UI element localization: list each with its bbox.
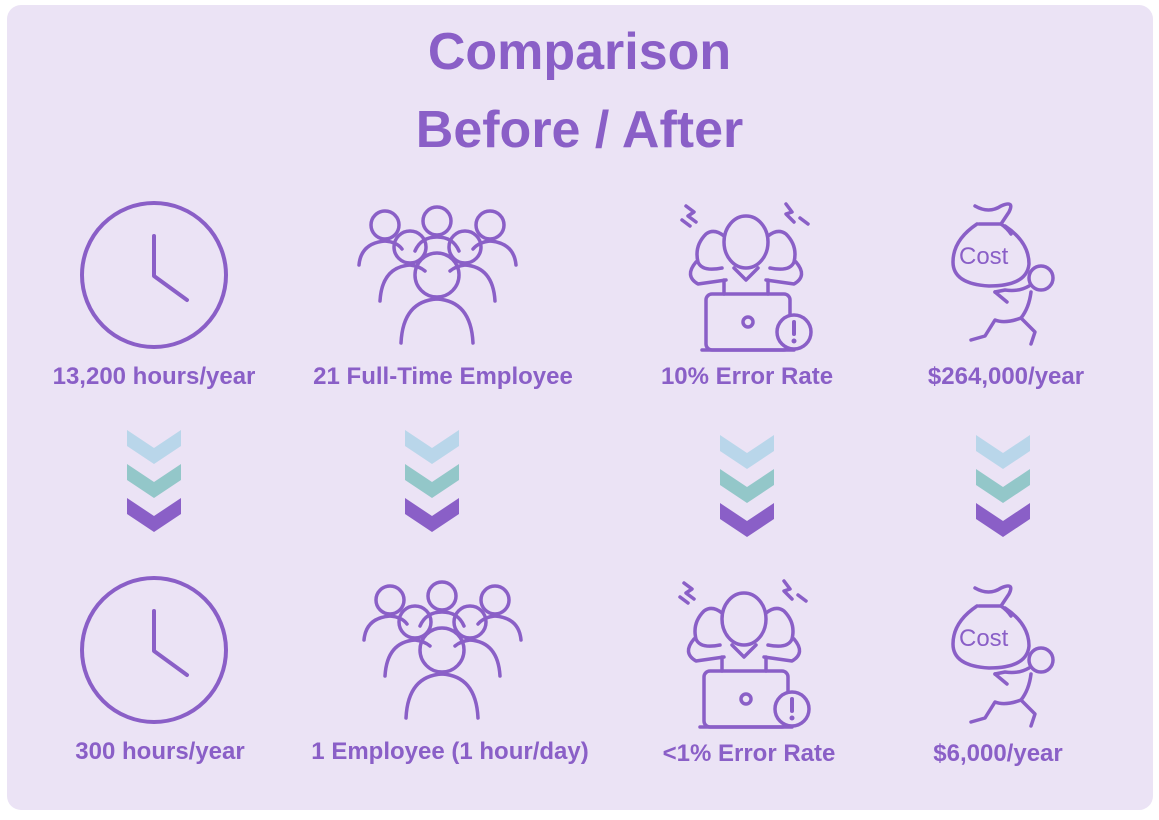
after-label-employees: 1 Employee (1 hour/day) <box>311 738 589 765</box>
after-label-hours: 300 hours/year <box>75 738 245 765</box>
after-label-cost: $6,000/year <box>933 740 1063 767</box>
before-label-error-rate: 10% Error Rate <box>660 363 834 390</box>
before-label-employees: 21 Full-Time Employee <box>313 363 573 390</box>
clock-icon <box>79 575 229 725</box>
stressed-person-laptop-icon <box>676 198 816 356</box>
people-group-icon <box>360 578 525 723</box>
before-label-hours: 13,200 hours/year <box>52 363 256 390</box>
after-label-error-rate: <1% Error Rate <box>662 740 836 767</box>
page-title: Comparison <box>427 23 732 81</box>
clock-icon <box>79 200 229 350</box>
cost-bag-label: Cost <box>959 243 1009 270</box>
triple-chevron-down-icon <box>127 430 181 534</box>
cost-bag-label: Cost <box>959 625 1009 652</box>
triple-chevron-down-icon <box>976 435 1030 539</box>
cost-bag-carrier-icon: Cost <box>945 200 1065 358</box>
cost-bag-carrier-icon: Cost <box>945 582 1065 740</box>
page-subtitle: Before / After <box>415 101 744 159</box>
people-group-icon <box>355 203 520 348</box>
comparison-card <box>7 5 1153 810</box>
before-label-cost: $264,000/year <box>927 363 1085 390</box>
stressed-person-laptop-icon <box>674 575 814 733</box>
triple-chevron-down-icon <box>720 435 774 539</box>
triple-chevron-down-icon <box>405 430 459 534</box>
